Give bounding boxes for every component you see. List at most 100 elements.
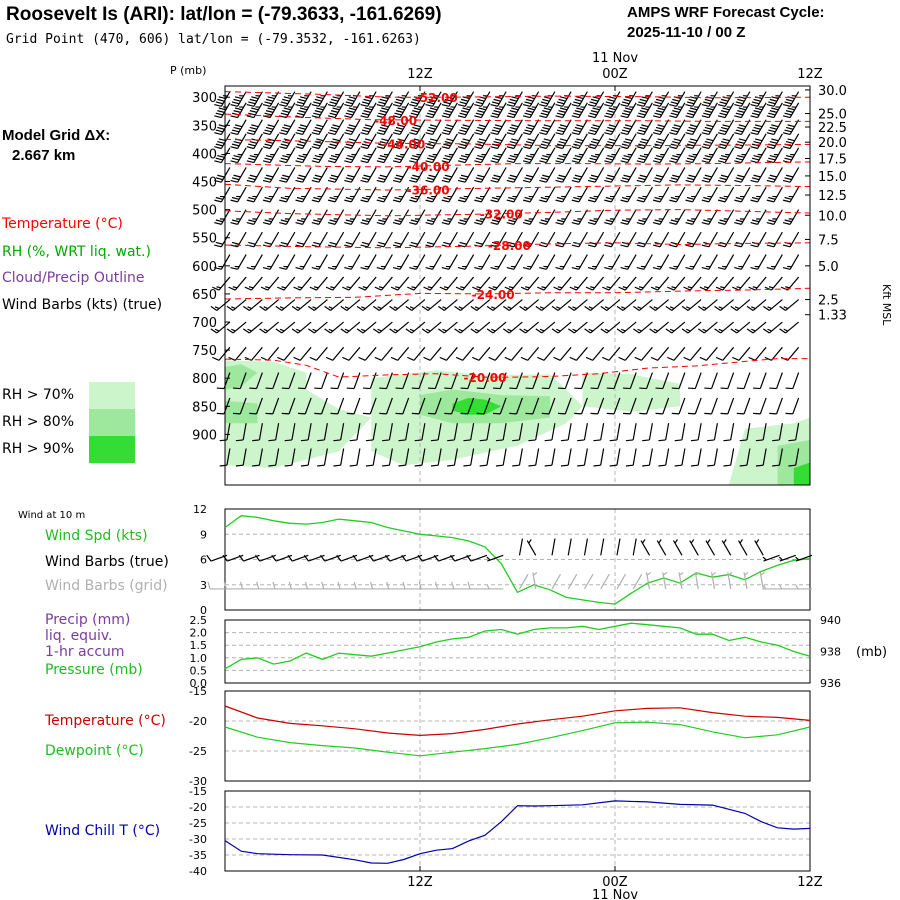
barb-feather [311, 146, 320, 150]
barb-feather [732, 356, 740, 361]
barb-feather [330, 412, 338, 415]
wind-barb [620, 147, 637, 164]
barb-feather [527, 124, 535, 128]
barb-feather [590, 387, 598, 390]
barb-feather [214, 115, 222, 119]
barb-feather [389, 305, 396, 311]
barb-feather [669, 199, 677, 203]
legend-cloud: Cloud/Precip Outline [2, 270, 145, 286]
barb-feather [704, 98, 713, 102]
wind10-barb-grid [434, 581, 455, 590]
barb-feather [535, 305, 543, 311]
wind-barb [699, 346, 718, 361]
barb-feather [392, 179, 401, 183]
barb-feather [511, 96, 519, 100]
barb-feather [321, 581, 325, 590]
wind-barb [342, 346, 361, 361]
wind-barb [360, 186, 377, 203]
barb-feather [703, 286, 709, 289]
barb-feather [634, 356, 642, 361]
barb-feather [607, 154, 615, 158]
wind-barb [571, 167, 588, 183]
wind-barb [262, 133, 280, 150]
barb-feather [522, 199, 531, 203]
barb-feather [768, 101, 776, 105]
barb-feather [735, 112, 744, 116]
barb-feather [539, 222, 547, 225]
barb-staff [583, 538, 589, 556]
wind-barb [425, 91, 442, 107]
barb-feather [654, 101, 662, 105]
barb-feather [556, 129, 565, 133]
barb-feather [347, 98, 355, 102]
wind-barb [639, 372, 653, 390]
barb-staff [418, 397, 426, 415]
temperature-line [224, 705, 811, 737]
wind-barb [558, 397, 572, 415]
wind-barb [441, 147, 458, 164]
barb-feather [214, 244, 222, 248]
barb-feather [620, 244, 628, 248]
temperature-contour-label: -48.00 [374, 114, 417, 128]
wind-barb [652, 147, 670, 164]
barb-feather [429, 107, 438, 111]
wind-barb [701, 167, 718, 183]
barb-feather [683, 356, 691, 361]
barb-feather [264, 157, 272, 161]
barb-feather [788, 464, 796, 467]
barb-feather [344, 199, 352, 203]
barb-feather [378, 286, 384, 289]
barb-feather [768, 157, 776, 161]
barb-feather [604, 179, 612, 183]
barb-feather [753, 126, 761, 130]
barb-feather [251, 107, 259, 111]
barb-feather [751, 196, 760, 200]
barb-feather [490, 244, 498, 248]
barb-feather [711, 572, 717, 576]
barb-feather [782, 244, 791, 248]
barb-feather [217, 140, 225, 144]
barb-feather [345, 101, 354, 105]
barb-feather [754, 107, 763, 111]
barb-staff [388, 448, 393, 466]
kft-tick-label: 1.33 [818, 309, 847, 324]
barb-feather [506, 132, 515, 136]
barb-feather [621, 328, 626, 332]
barb-feather [589, 177, 597, 181]
barb-feather [207, 581, 211, 590]
barb-feather [540, 101, 549, 105]
wind-barb [652, 119, 670, 136]
barb-staff [434, 372, 442, 389]
barb-feather [317, 439, 325, 442]
wind-barb [701, 133, 718, 150]
pressure-tick-label: 800 [192, 372, 217, 387]
barb-staff [580, 372, 588, 389]
barb-feather [738, 96, 747, 100]
barb-feather [330, 98, 339, 102]
barb-feather [670, 177, 679, 181]
wind10-barb-true [705, 539, 716, 556]
wind-barb [732, 346, 751, 361]
barb-feather [412, 110, 420, 113]
wind-barb [490, 119, 507, 136]
wind-barb [587, 254, 605, 270]
barb-feather [264, 143, 272, 147]
barb-feather [782, 132, 791, 136]
wind-barb [395, 397, 410, 415]
wind10-barb-true [689, 539, 699, 556]
barb-feather [746, 305, 754, 311]
wind-barb [474, 147, 491, 164]
barb-feather [624, 138, 633, 142]
barb-feather [604, 103, 612, 107]
wind-barb [585, 276, 605, 291]
wind-barb [504, 346, 523, 361]
wind-barb [519, 321, 540, 334]
barb-feather [735, 101, 744, 105]
barb-staff [567, 538, 572, 556]
barb-staff [405, 448, 410, 466]
barb-feather [508, 241, 516, 245]
barb-feather [704, 174, 713, 178]
barb-staff [697, 423, 702, 441]
barb-feather [392, 146, 401, 150]
wind-barb [490, 209, 507, 225]
